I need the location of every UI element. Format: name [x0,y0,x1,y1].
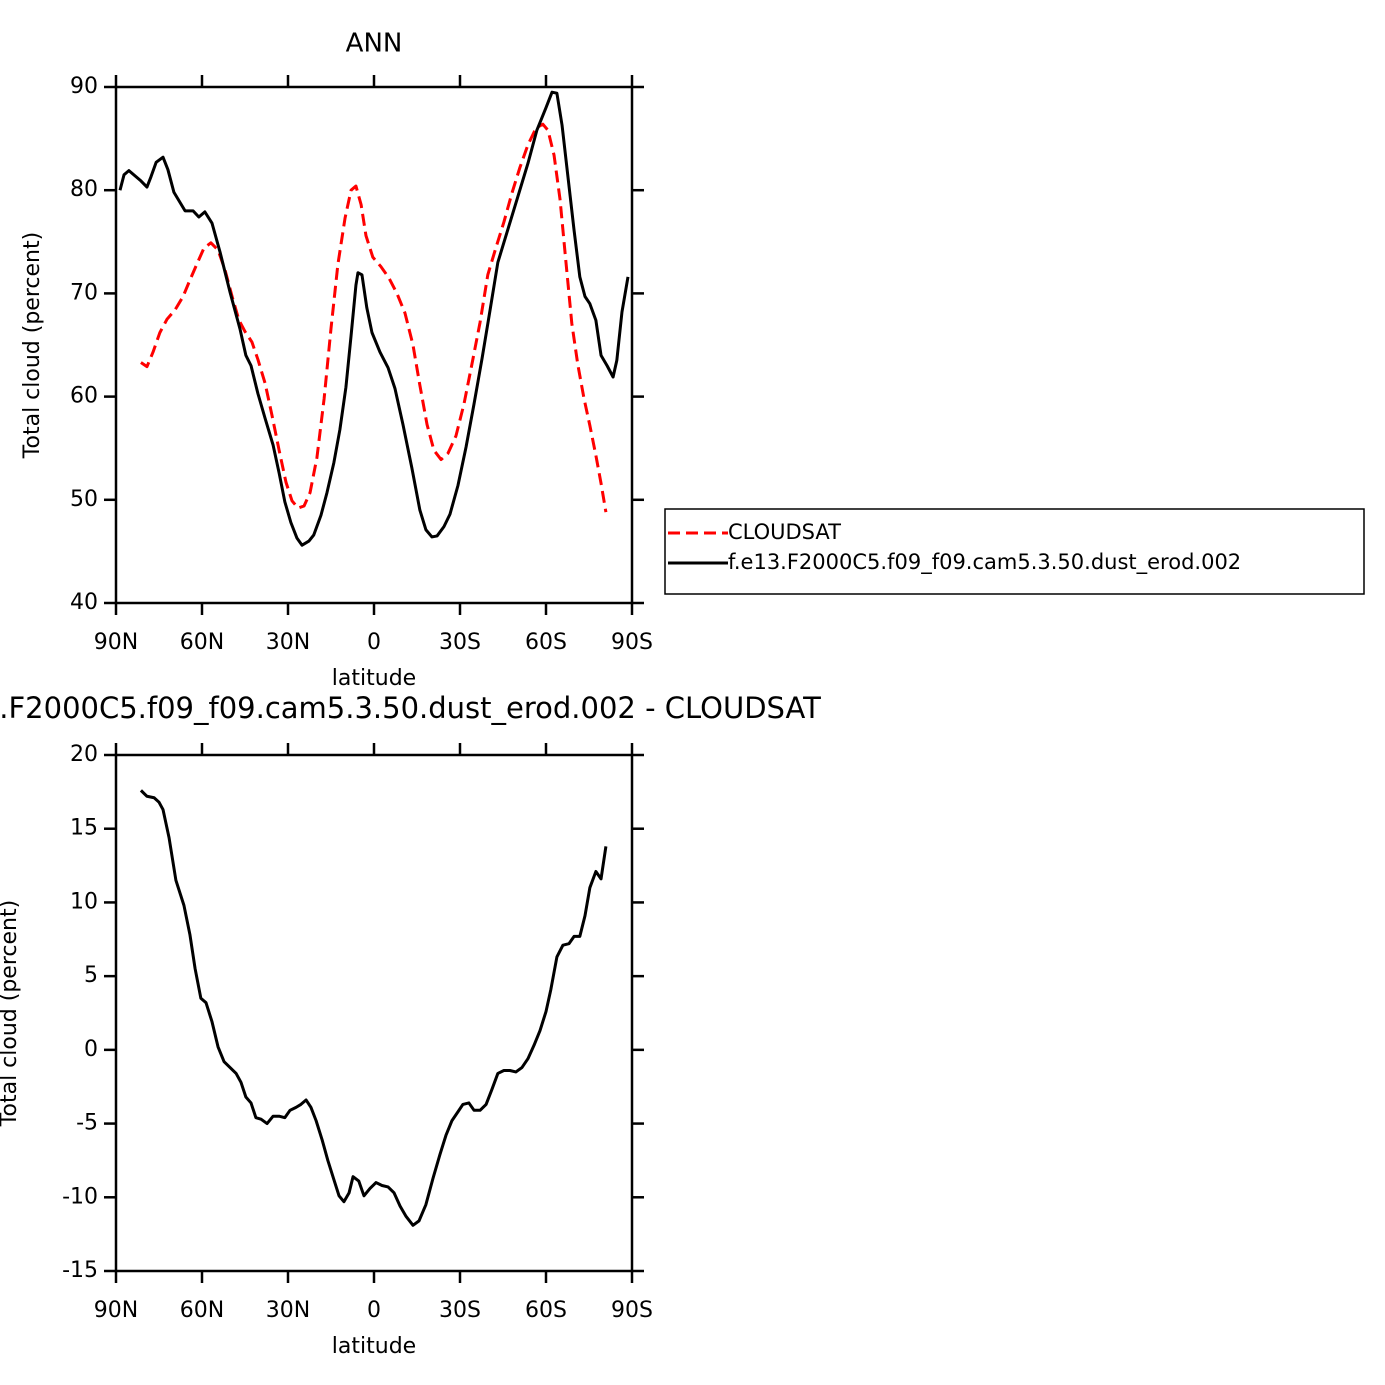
x-tick-label: 90N [94,1298,138,1323]
plot-frame [114,753,634,1273]
x-tick-label: 90S [611,1298,653,1323]
y-tick-label: 90 [70,74,98,99]
x-tick-label: 60N [180,1298,224,1323]
x-tick-label: 30S [439,630,481,655]
y-tick-label: -5 [76,1111,98,1136]
y-tick-label: 40 [70,590,98,615]
y-tick-label: -15 [62,1258,98,1283]
x-tick-label: 30N [266,630,310,655]
y-tick-label: 0 [84,1037,98,1062]
y-tick-label: 50 [70,487,98,512]
x-tick-label: 0 [367,630,381,655]
y-tick-label: 15 [70,816,98,841]
data-line [118,90,630,547]
x-tick-label: 60S [525,1298,567,1323]
legend-label: f.e13.F2000C5.f09_f09.cam5.3.50.dust_ero… [728,550,1241,575]
y-tick-label: 5 [84,963,98,988]
y-tick-label: 10 [70,889,98,914]
x-tick-label: 0 [367,1298,381,1323]
y-tick-label: 20 [70,742,98,767]
y-tick-label: -10 [62,1184,98,1209]
y-axis-label: Total cloud (percent) [0,900,22,1127]
x-axis-label: latitude [332,666,416,691]
x-tick-label: 60S [525,630,567,655]
x-tick-label: 30S [439,1298,481,1323]
legend-box [664,508,1365,595]
data-line [139,789,608,1227]
y-axis-label: Total cloud (percent) [20,232,45,459]
chart-title: ANN [346,29,403,59]
chart-title: f.e13.F2000C5.f09_f09.cam5.3.50.dust_ero… [0,691,821,725]
x-tick-label: 90N [94,630,138,655]
legend-label: CLOUDSAT [728,520,841,544]
y-tick-label: 70 [70,280,98,305]
y-tick-label: 80 [70,177,98,202]
x-tick-label: 60N [180,630,224,655]
y-tick-label: 60 [70,384,98,409]
data-line [140,122,608,513]
x-tick-label: 30N [266,1298,310,1323]
x-tick-label: 90S [611,630,653,655]
x-axis-label: latitude [332,1334,416,1359]
